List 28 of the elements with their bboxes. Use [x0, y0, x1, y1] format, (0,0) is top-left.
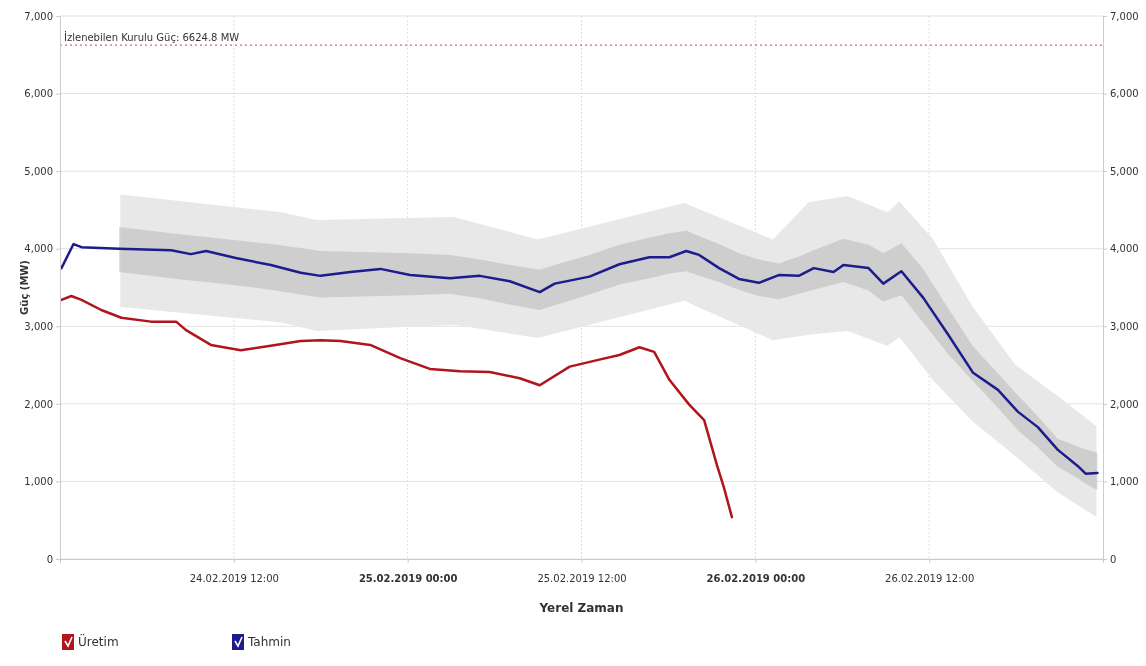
y-tick-label: 0 — [46, 553, 53, 565]
y2-tick-label: 7,000 — [1110, 10, 1139, 22]
y-tick-label: 5,000 — [24, 165, 53, 177]
y2-tick-label: 3,000 — [1110, 320, 1139, 332]
x-tick-label: 26.02.2019 00:00 — [706, 573, 806, 584]
y-tick-label: 2,000 — [24, 398, 53, 410]
y-tick-label: 7,000 — [24, 10, 53, 22]
y-tick-label: 4,000 — [24, 243, 53, 255]
y2-tick-label: 4,000 — [1110, 243, 1139, 255]
y2-tick-label: 2,000 — [1110, 398, 1139, 410]
x-axis-title: Yerel Zaman — [538, 601, 624, 615]
y2-tick-label: 5,000 — [1110, 165, 1139, 177]
y-tick-label: 6,000 — [24, 88, 53, 100]
y2-tick-label: 1,000 — [1110, 476, 1139, 488]
y-tick-label: 1,000 — [24, 476, 53, 488]
ref-line-label: İzlenebilen Kurulu Güç: 6624.8 MW — [64, 31, 240, 44]
legend-label: Üretim — [78, 633, 119, 649]
legend-label: Tahmin — [247, 635, 291, 649]
y-axis-title: Güç (MW) — [19, 260, 30, 315]
y2-tick-label: 0 — [1110, 553, 1117, 565]
y2-tick-label: 6,000 — [1110, 88, 1139, 100]
line-series — [60, 242, 1099, 475]
line-series — [60, 294, 734, 519]
y-tick-label: 3,000 — [24, 320, 53, 332]
x-tick-label: 26.02.2019 12:00 — [885, 573, 975, 584]
x-tick-label: 25.02.2019 12:00 — [537, 573, 627, 584]
x-tick-label: 25.02.2019 00:00 — [358, 573, 458, 584]
x-tick-label: 24.02.2019 12:00 — [189, 573, 279, 584]
